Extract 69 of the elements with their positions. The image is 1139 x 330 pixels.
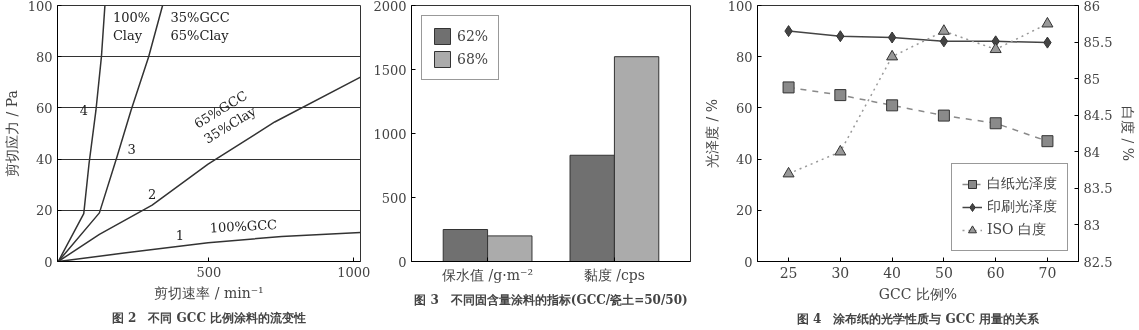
- point: [834, 89, 847, 102]
- y2-tick-label: 85: [1083, 71, 1101, 87]
- point: [834, 144, 847, 156]
- y-tick-label: 20: [35, 203, 53, 219]
- y-tick-label: 2000: [373, 0, 407, 14]
- y2-tick-label: 83.5: [1083, 181, 1113, 197]
- x-tick-label: 黏度 /cps: [583, 266, 645, 283]
- point: [886, 49, 899, 61]
- legend-label: 印刷光泽度: [987, 198, 1057, 216]
- point: [989, 42, 1002, 54]
- y-tick-label: 80: [735, 49, 753, 65]
- y-tick-label: 20: [735, 203, 753, 219]
- y-tick-label: 0: [398, 254, 407, 270]
- legend-label: 62%: [457, 28, 489, 44]
- y-tick-label: 40: [35, 152, 53, 168]
- legend-label: 68%: [457, 51, 489, 67]
- y-tick-label: 0: [744, 254, 753, 270]
- y2-tick-label: 82.5: [1083, 254, 1113, 270]
- y2-tick-label: 86: [1083, 0, 1101, 14]
- y-tick-label: 80: [35, 49, 53, 65]
- legend-label: 白纸光泽度: [987, 175, 1057, 193]
- y-tick-label: 500: [381, 190, 407, 206]
- point: [1041, 16, 1054, 28]
- annotation: 1: [175, 228, 185, 244]
- annotation: 100%GCC: [209, 217, 278, 236]
- point: [1041, 135, 1054, 148]
- x-tick-label: 60: [986, 264, 1005, 281]
- y-tick-label: 1500: [373, 62, 407, 78]
- annotation: 100% Clay: [112, 9, 151, 43]
- y-tick-label: 60: [35, 100, 53, 116]
- annotation: 35%GCC 65%Clay: [170, 9, 230, 43]
- x-tick-label: 50: [934, 264, 953, 281]
- x-axis-title: 剪切速率 / min⁻¹: [154, 284, 264, 301]
- point: [937, 109, 950, 122]
- annotation: 2: [148, 187, 157, 203]
- x-tick-label: 保水值 /g·m⁻²: [442, 266, 534, 283]
- y-axis-title: 光泽度 / %: [703, 99, 720, 168]
- caption: 图 3 不同固含量涂料的指标(GCC/瓷土=50/50): [414, 292, 688, 307]
- x-tick-label: 30: [831, 264, 850, 281]
- point: [886, 99, 899, 112]
- y2-tick-label: 85.5: [1083, 35, 1113, 51]
- x-tick-label: 70: [1038, 264, 1057, 281]
- y-tick-label: 100: [27, 0, 53, 14]
- point: [782, 81, 795, 94]
- x-tick-label: 25: [779, 264, 798, 281]
- y-tick-label: 1000: [373, 126, 407, 142]
- y2-tick-label: 83: [1083, 217, 1101, 233]
- x-axis-title: GCC 比例%: [878, 285, 958, 302]
- x-tick-label: 500: [196, 264, 222, 280]
- point: [989, 117, 1002, 130]
- point: [887, 31, 897, 44]
- legend-label: ISO 白度: [987, 221, 1047, 239]
- y2-tick-label: 84.5: [1083, 108, 1113, 124]
- y2-tick-label: 84: [1083, 144, 1101, 160]
- caption: 图 4 涂布纸的光学性质与 GCC 用量的关系: [796, 311, 1041, 326]
- point: [937, 24, 950, 35]
- annotation: 4: [79, 103, 88, 119]
- caption: 图 2 不同 GCC 比例涂料的流变性: [111, 310, 307, 325]
- point: [782, 166, 795, 178]
- y-tick-label: 60: [735, 100, 753, 116]
- y-tick-label: 100: [727, 0, 753, 14]
- y-tick-label: 40: [735, 152, 753, 168]
- x-tick-label: 1000: [337, 264, 371, 280]
- x-tick-label: 40: [883, 264, 902, 281]
- point: [939, 35, 949, 48]
- y2-axis-title: 白度 / %: [1120, 106, 1137, 161]
- y-tick-label: 0: [44, 254, 53, 270]
- annotation: 3: [127, 141, 136, 157]
- y-axis-title: 剪切应力 / Pa: [3, 90, 20, 177]
